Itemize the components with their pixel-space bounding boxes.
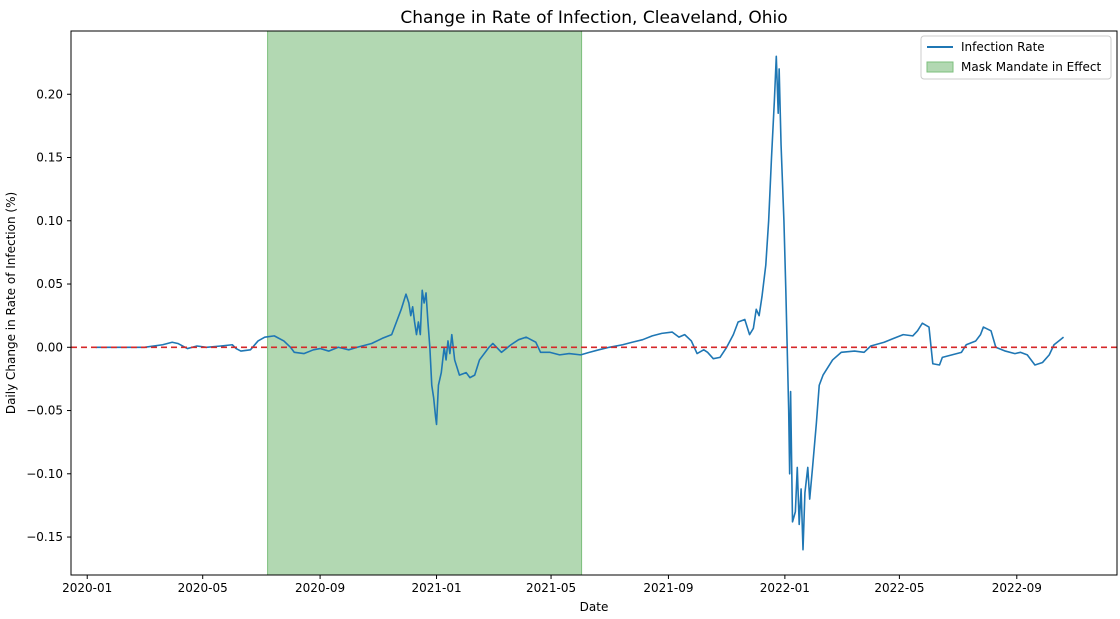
x-tick-label: 2022-01 [760, 581, 810, 595]
legend: Infection Rate Mask Mandate in Effect [920, 35, 1112, 80]
y-tick-label: 0.15 [36, 151, 63, 165]
legend-box [920, 35, 1112, 80]
chart-title: Change in Rate of Infection, Cleaveland,… [400, 8, 787, 28]
x-tick-label: 2020-05 [178, 581, 228, 595]
y-tick-label: 0.20 [36, 87, 63, 101]
y-tick-label: 0.05 [36, 277, 63, 291]
axes: 2020-01 2020-05 2020-09 2021-01 2021-05 2021-… [26, 30, 1118, 595]
legend-label-infection-rate: Infection Rate [961, 40, 1045, 54]
legend-patch-swatch [926, 61, 954, 73]
y-tick-label: −0.05 [26, 404, 63, 418]
x-tick-label: 2022-05 [874, 581, 924, 595]
x-tick-label: 2021-01 [411, 581, 461, 595]
y-tick-label: −0.15 [26, 530, 63, 544]
y-tick-label: −0.10 [26, 467, 63, 481]
y-axis-label: Daily Change in Rate of Infection (%) [4, 192, 18, 414]
x-tick-label: 2022-09 [992, 581, 1042, 595]
y-tick-label: 0.00 [36, 340, 63, 354]
axes-frame [70, 30, 1118, 576]
series-line-infection-rate [95, 55, 1065, 551]
x-tick-label: 2021-05 [526, 581, 576, 595]
x-tick-label: 2020-01 [62, 581, 112, 595]
x-axis-label: Date [580, 600, 609, 614]
x-tick-label: 2020-09 [295, 581, 345, 595]
plot-area [71, 30, 1117, 576]
y-tick-label: 0.10 [36, 214, 63, 228]
x-tick-label: 2021-09 [643, 581, 693, 595]
legend-label-mask-mandate: Mask Mandate in Effect [961, 60, 1101, 74]
